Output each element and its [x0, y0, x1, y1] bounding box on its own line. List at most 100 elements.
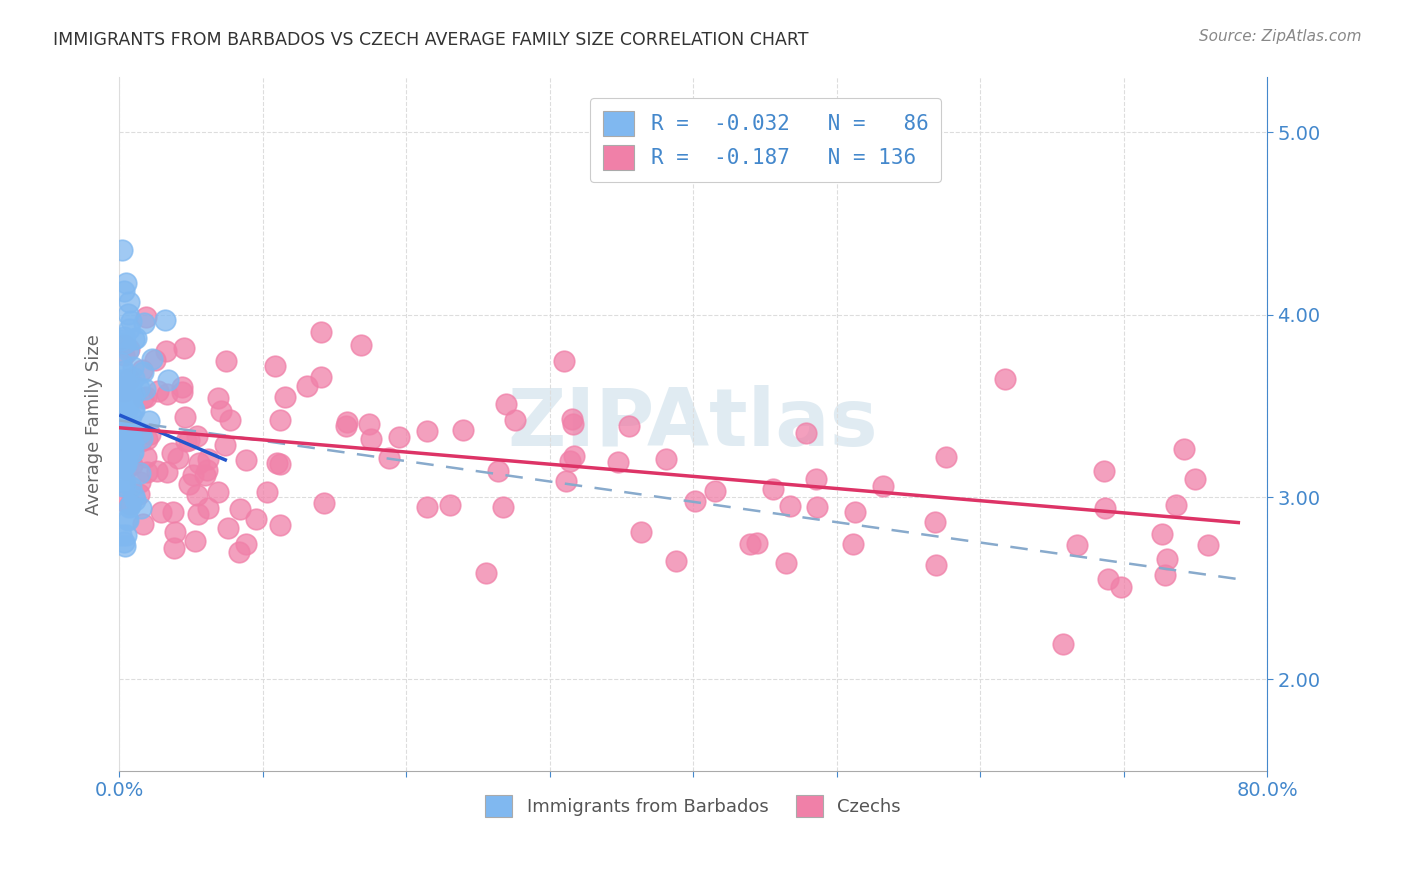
- Point: [120, 499, 142, 513]
- Point: [110, 474, 132, 488]
- Point: [111, 387, 134, 401]
- Point: [378, 450, 401, 465]
- Point: [704, 484, 727, 499]
- Point: [1052, 637, 1074, 651]
- Point: [170, 380, 193, 394]
- Point: [264, 359, 287, 373]
- Point: [162, 541, 184, 556]
- Point: [114, 437, 136, 451]
- Point: [495, 397, 517, 411]
- Point: [148, 384, 170, 398]
- Point: [112, 456, 135, 470]
- Point: [125, 331, 148, 345]
- Point: [108, 392, 131, 406]
- Point: [110, 397, 132, 411]
- Point: [562, 449, 585, 463]
- Point: [110, 400, 132, 414]
- Point: [924, 558, 946, 573]
- Point: [1152, 527, 1174, 541]
- Point: [1092, 464, 1115, 478]
- Point: [118, 380, 141, 394]
- Point: [121, 434, 143, 448]
- Point: [134, 316, 156, 330]
- Point: [1156, 552, 1178, 566]
- Point: [129, 425, 152, 440]
- Point: [110, 356, 132, 370]
- Point: [114, 383, 136, 397]
- Point: [779, 499, 801, 513]
- Point: [122, 370, 145, 384]
- Point: [235, 453, 257, 467]
- Point: [118, 392, 141, 407]
- Point: [804, 472, 827, 486]
- Text: Source: ZipAtlas.com: Source: ZipAtlas.com: [1198, 29, 1361, 44]
- Point: [121, 446, 143, 460]
- Point: [360, 433, 382, 447]
- Point: [110, 397, 132, 411]
- Point: [156, 386, 179, 401]
- Point: [117, 392, 139, 407]
- Point: [136, 432, 159, 446]
- Point: [129, 500, 152, 515]
- Point: [806, 500, 828, 514]
- Point: [110, 379, 132, 393]
- Point: [486, 464, 509, 478]
- Point: [117, 344, 139, 359]
- Point: [1153, 568, 1175, 582]
- Point: [111, 444, 134, 458]
- Point: [219, 413, 242, 427]
- Point: [197, 452, 219, 467]
- Point: [117, 389, 139, 403]
- Point: [654, 452, 676, 467]
- Point: [135, 450, 157, 464]
- Point: [235, 537, 257, 551]
- Point: [183, 533, 205, 548]
- Point: [114, 479, 136, 493]
- Point: [145, 353, 167, 368]
- Point: [121, 445, 143, 459]
- Point: [112, 428, 135, 442]
- Point: [128, 487, 150, 501]
- Point: [336, 415, 359, 429]
- Point: [630, 524, 652, 539]
- Point: [117, 446, 139, 460]
- Point: [118, 372, 141, 386]
- Point: [112, 535, 135, 549]
- Point: [762, 483, 785, 497]
- Point: [740, 537, 762, 551]
- Point: [117, 432, 139, 446]
- Point: [207, 391, 229, 405]
- Point: [150, 505, 173, 519]
- Point: [561, 417, 583, 432]
- Point: [132, 517, 155, 532]
- Point: [120, 452, 142, 467]
- Point: [135, 466, 157, 480]
- Point: [453, 423, 475, 437]
- Point: [935, 450, 957, 464]
- Point: [110, 429, 132, 443]
- Point: [197, 501, 219, 516]
- Point: [186, 429, 208, 443]
- Point: [122, 331, 145, 345]
- Point: [179, 433, 201, 447]
- Point: [842, 537, 865, 551]
- Point: [112, 410, 135, 425]
- Point: [194, 468, 217, 483]
- Point: [112, 449, 135, 463]
- Point: [560, 454, 582, 468]
- Point: [121, 359, 143, 374]
- Point: [112, 329, 135, 343]
- Point: [112, 284, 135, 298]
- Point: [112, 348, 135, 362]
- Point: [179, 476, 201, 491]
- Point: [335, 419, 357, 434]
- Point: [474, 566, 496, 580]
- Point: [115, 277, 138, 291]
- Point: [153, 313, 176, 327]
- Point: [256, 485, 278, 500]
- Point: [115, 430, 138, 444]
- Point: [269, 413, 291, 427]
- Point: [112, 374, 135, 388]
- Point: [607, 455, 630, 469]
- Point: [114, 418, 136, 433]
